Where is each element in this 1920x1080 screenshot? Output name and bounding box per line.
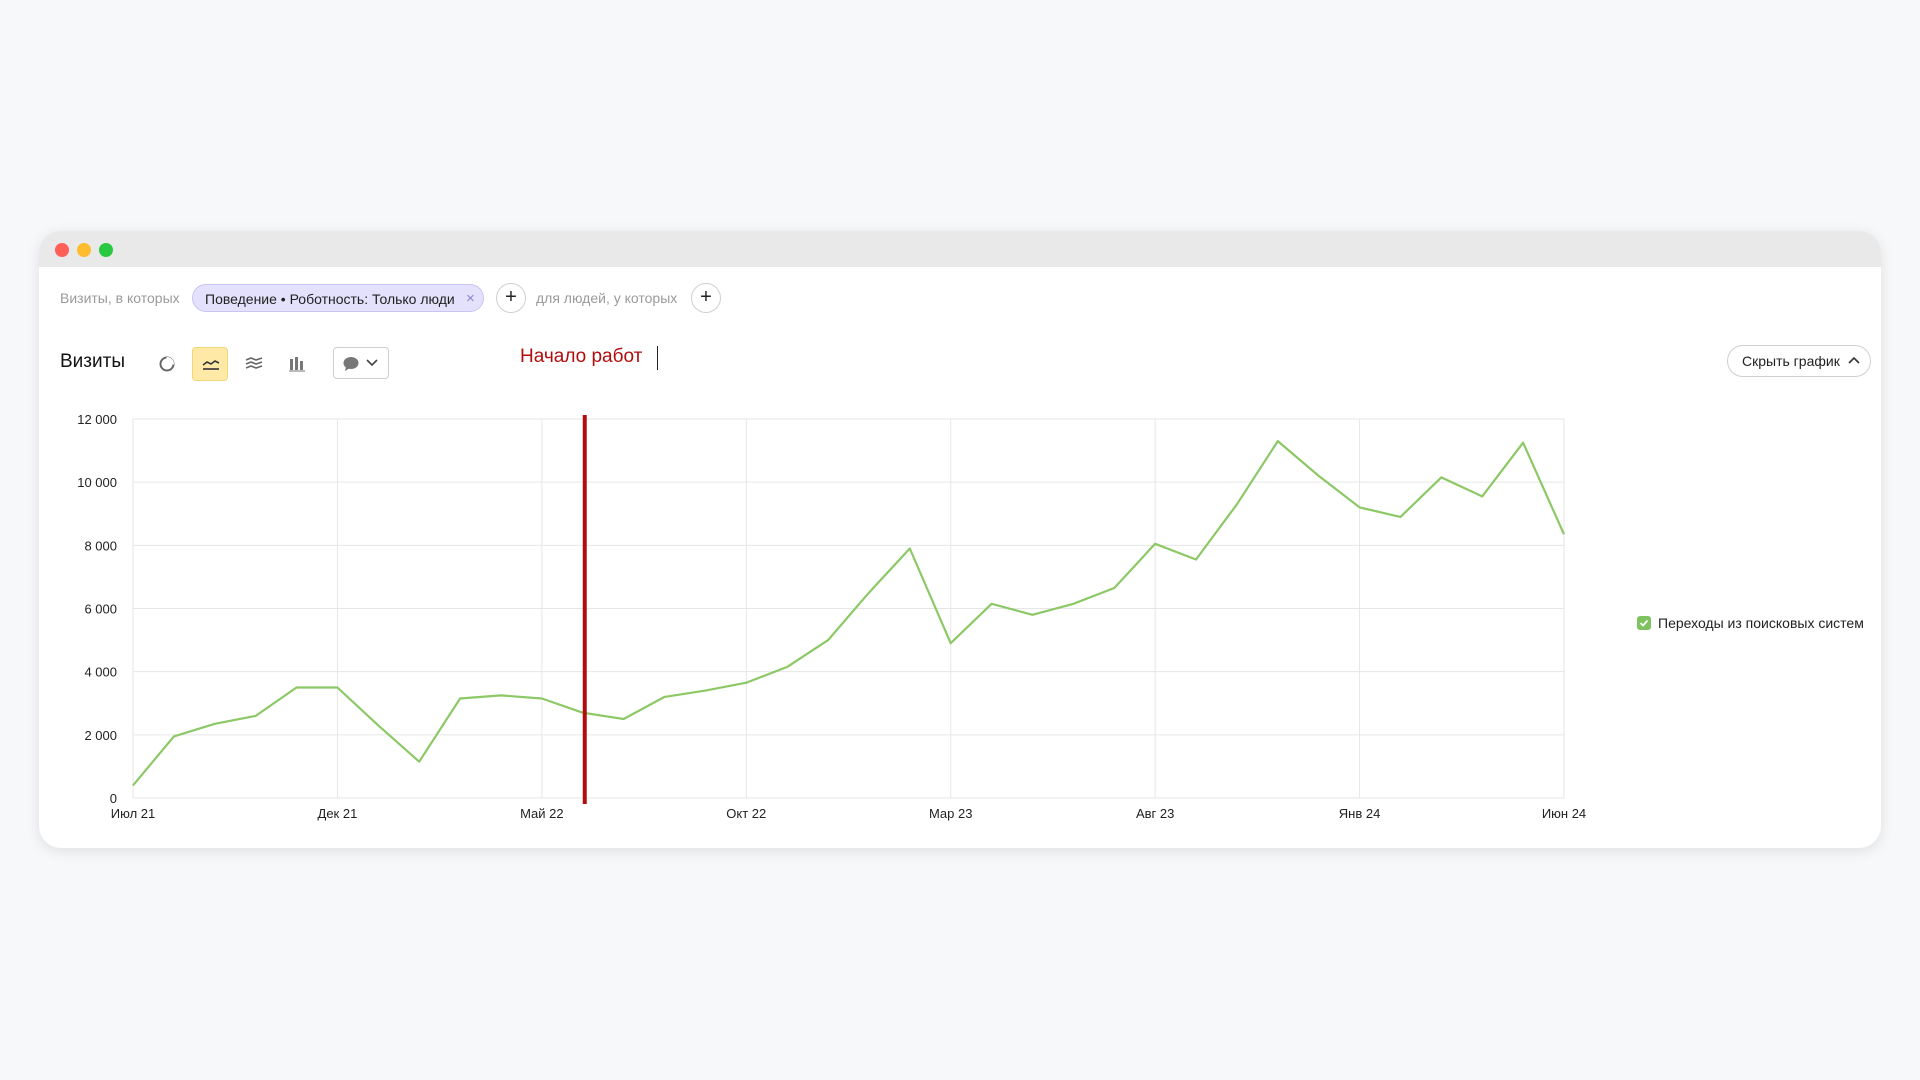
x-tick-label: Май 22 bbox=[520, 806, 564, 821]
browser-window bbox=[39, 231, 1881, 848]
annotations-dropdown-button[interactable] bbox=[333, 347, 389, 379]
pie-chart-icon bbox=[159, 356, 175, 372]
chart-title: Визиты bbox=[60, 351, 125, 372]
people-filter-label: для людей, у которых bbox=[536, 290, 678, 306]
hide-chart-button[interactable]: Скрыть график bbox=[1727, 345, 1871, 377]
y-tick-label: 12 000 bbox=[77, 412, 117, 427]
x-tick-label: Дек 21 bbox=[318, 806, 358, 821]
bar-chart-icon bbox=[289, 357, 305, 372]
chevron-down-icon bbox=[366, 359, 378, 367]
window-titlebar bbox=[39, 231, 1881, 267]
close-window-icon[interactable] bbox=[55, 243, 69, 257]
legend-item-search-traffic[interactable]: Переходы из поисковых систем bbox=[1637, 615, 1864, 631]
segment-filter-chip-label: Поведение • Роботность: Только люди bbox=[205, 291, 455, 307]
remove-filter-icon[interactable]: × bbox=[465, 290, 475, 307]
line-chart-button[interactable] bbox=[192, 347, 228, 381]
add-people-condition-button[interactable]: + bbox=[691, 283, 721, 313]
hide-chart-label: Скрыть график bbox=[1742, 353, 1840, 369]
x-tick-label: Окт 22 bbox=[726, 806, 766, 821]
area-chart-button[interactable] bbox=[236, 347, 272, 381]
area-chart-icon bbox=[245, 357, 263, 369]
y-tick-label: 0 bbox=[110, 791, 117, 806]
legend-checkbox[interactable] bbox=[1637, 616, 1651, 630]
text-caret bbox=[657, 346, 658, 370]
x-tick-label: Июл 21 bbox=[111, 806, 155, 821]
x-tick-label: Янв 24 bbox=[1339, 806, 1381, 821]
checkmark-icon bbox=[1639, 619, 1649, 627]
series-line-search-traffic bbox=[132, 439, 1566, 787]
legend-label: Переходы из поисковых систем bbox=[1658, 615, 1864, 631]
segment-filter-chip[interactable]: Поведение • Роботность: Только люди × bbox=[192, 284, 484, 312]
x-tick-label: Июн 24 bbox=[1542, 806, 1586, 821]
x-tick-label: Авг 23 bbox=[1136, 806, 1174, 821]
maximize-window-icon[interactable] bbox=[99, 243, 113, 257]
chevron-up-icon bbox=[1848, 356, 1860, 364]
y-tick-label: 6 000 bbox=[84, 602, 117, 617]
visits-filter-label: Визиты, в которых bbox=[60, 290, 180, 306]
y-tick-label: 2 000 bbox=[84, 728, 117, 743]
pie-chart-button[interactable] bbox=[149, 347, 185, 381]
annotation-text-input[interactable]: Начало работ bbox=[520, 346, 643, 367]
add-visit-condition-button[interactable]: + bbox=[496, 283, 526, 313]
line-chart-icon bbox=[202, 360, 220, 370]
x-tick-label: Мар 23 bbox=[929, 806, 973, 821]
y-tick-label: 10 000 bbox=[77, 475, 117, 490]
visits-line-chart: 0 2 000 4 000 6 000 8 000 10 000 12 000 Июл 21 Д… bbox=[77, 412, 1586, 821]
comment-icon bbox=[343, 357, 359, 371]
y-tick-label: 4 000 bbox=[84, 665, 117, 680]
bar-chart-button[interactable] bbox=[279, 347, 315, 381]
y-tick-label: 8 000 bbox=[84, 538, 117, 553]
minimize-window-icon[interactable] bbox=[77, 243, 91, 257]
